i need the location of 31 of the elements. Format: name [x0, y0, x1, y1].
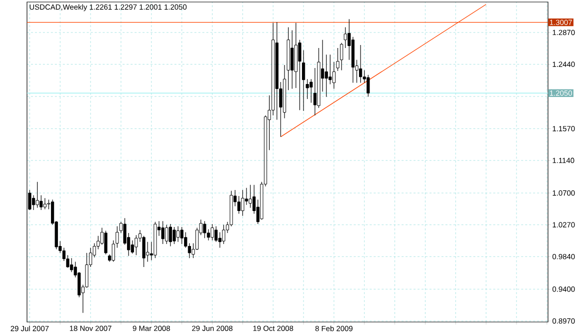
candlestick: [116, 226, 119, 248]
candlestick: [324, 54, 328, 98]
candlestick: [112, 240, 115, 262]
candlestick: [210, 224, 214, 241]
candlestick: [43, 198, 46, 210]
candlestick: [344, 26, 347, 48]
candlestick: [203, 220, 206, 238]
candlestick: [195, 227, 199, 250]
candlestick: [180, 226, 184, 244]
candlestick: [36, 182, 39, 208]
candlestick: [359, 44, 362, 84]
candlestick: [340, 42, 344, 70]
candlestick: [241, 190, 244, 216]
candlestick: [165, 224, 168, 244]
candlestick: [161, 220, 164, 244]
candlestick: [248, 184, 252, 208]
candlestick: [176, 226, 180, 242]
candlestick: [222, 224, 226, 244]
candlestick: [332, 62, 336, 89]
candlestick: [40, 194, 43, 210]
candlestick: [366, 74, 370, 98]
candlestick: [32, 194, 36, 210]
candlestick: [168, 224, 172, 247]
candlestick: [130, 240, 134, 254]
candlestick: [104, 230, 108, 255]
candlestick: [214, 226, 218, 242]
candlestick: [290, 30, 294, 89]
candlestick: [172, 226, 176, 244]
candlestick: [237, 196, 240, 214]
candlestick: [328, 54, 332, 85]
candlestick: [70, 258, 74, 272]
